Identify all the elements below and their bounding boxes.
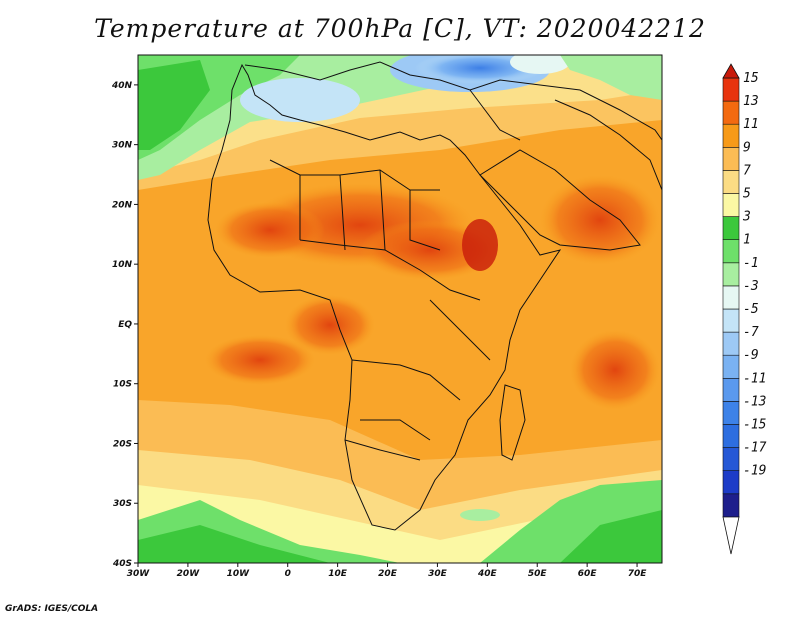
colorbar-swatch [722,147,740,171]
colorbar-label: 13 [743,94,759,109]
colorbar-swatch [722,424,740,448]
colorbar-label: 3 [742,210,751,225]
colorbar-label: -11 [743,371,766,386]
longitude-axis: 30W 20W 10W 0 10E 20E 30E 40E 50E 60E 70E [127,563,647,579]
chart-title: Temperature at 700hPa [C], VT: 202004221… [94,14,706,43]
lon-tick-label: 70E [628,569,648,579]
lon-tick-label: 30E [428,569,448,579]
colorbar-swatch [722,470,740,495]
colorbar-swatch [722,447,740,472]
colorbar-swatch [722,193,740,217]
colorbar-label: -7 [743,325,759,340]
colorbar-swatch [722,331,740,356]
colorbar-swatch [722,239,740,264]
lat-tick-label: 40S [112,559,132,569]
lat-tick-label: 10N [112,260,133,270]
lon-tick-label: 60E [578,569,598,579]
credit-label: GrADS: IGES/COLA [5,604,99,614]
colorbar-high-arrow [722,63,740,79]
lat-tick-label: 10S [113,380,132,390]
colorbar-swatch [722,123,740,148]
colorbar-swatch [722,377,740,402]
colorbar-swatch [722,308,740,333]
colorbar-label: 15 [743,71,759,86]
colorbar-swatch [722,493,740,518]
lat-tick-label: 20N [112,200,133,210]
colorbar-swatch [722,354,740,379]
colorbar-swatch [722,285,740,310]
latitude-axis: 40N 30N 20N 10N EQ 10S 20S 30S 40S [111,81,138,569]
colorbar-label: -1 [743,256,759,271]
colorbar-swatch [722,401,740,425]
colorbar-label: -17 [743,441,767,456]
lon-tick-label: 20E [378,569,398,579]
map-frame [137,54,663,564]
colorbar-label: -9 [743,348,759,363]
colorbar-swatch [722,77,740,102]
colorbar-label: -15 [743,418,767,433]
lon-tick-label: 0 [285,569,291,579]
colorbar-label: 5 [743,187,751,202]
colorbar-label: -3 [743,279,759,294]
lat-tick-label: EQ [118,320,132,330]
lat-tick-label: 40N [111,81,133,91]
lat-tick-label: 20S [113,439,132,449]
lon-tick-label: 40E [477,569,498,579]
colorbar-label: -5 [743,302,759,317]
lat-tick-label: 30S [113,499,132,509]
lon-tick-label: 10E [328,569,348,579]
coastlines [207,61,662,531]
colorbar: 15 13 11 9 7 5 3 1 -1 -3 -5 -7 -9 -11 -13 -15 -17 -19 [722,63,767,555]
colorbar-swatch [722,216,740,241]
colorbar-swatch [722,100,740,125]
colorbar-label: -19 [743,464,766,479]
lon-tick-label: 30W [127,569,151,579]
lat-tick-label: 30N [112,141,133,151]
lon-tick-label: 50E [528,569,548,579]
colorbar-swatch [722,170,740,194]
colorbar-low-arrow [722,516,740,555]
colorbar-label: 1 [743,233,751,248]
lon-tick-label: 10W [227,569,251,579]
colorbar-label: 7 [743,163,751,178]
colorbar-label: 11 [743,117,759,132]
colorbar-label: -13 [743,394,766,409]
colorbar-swatch [722,262,740,287]
temperature-field [138,55,662,563]
colorbar-label: 9 [743,140,751,155]
lon-tick-label: 20W [177,569,201,579]
